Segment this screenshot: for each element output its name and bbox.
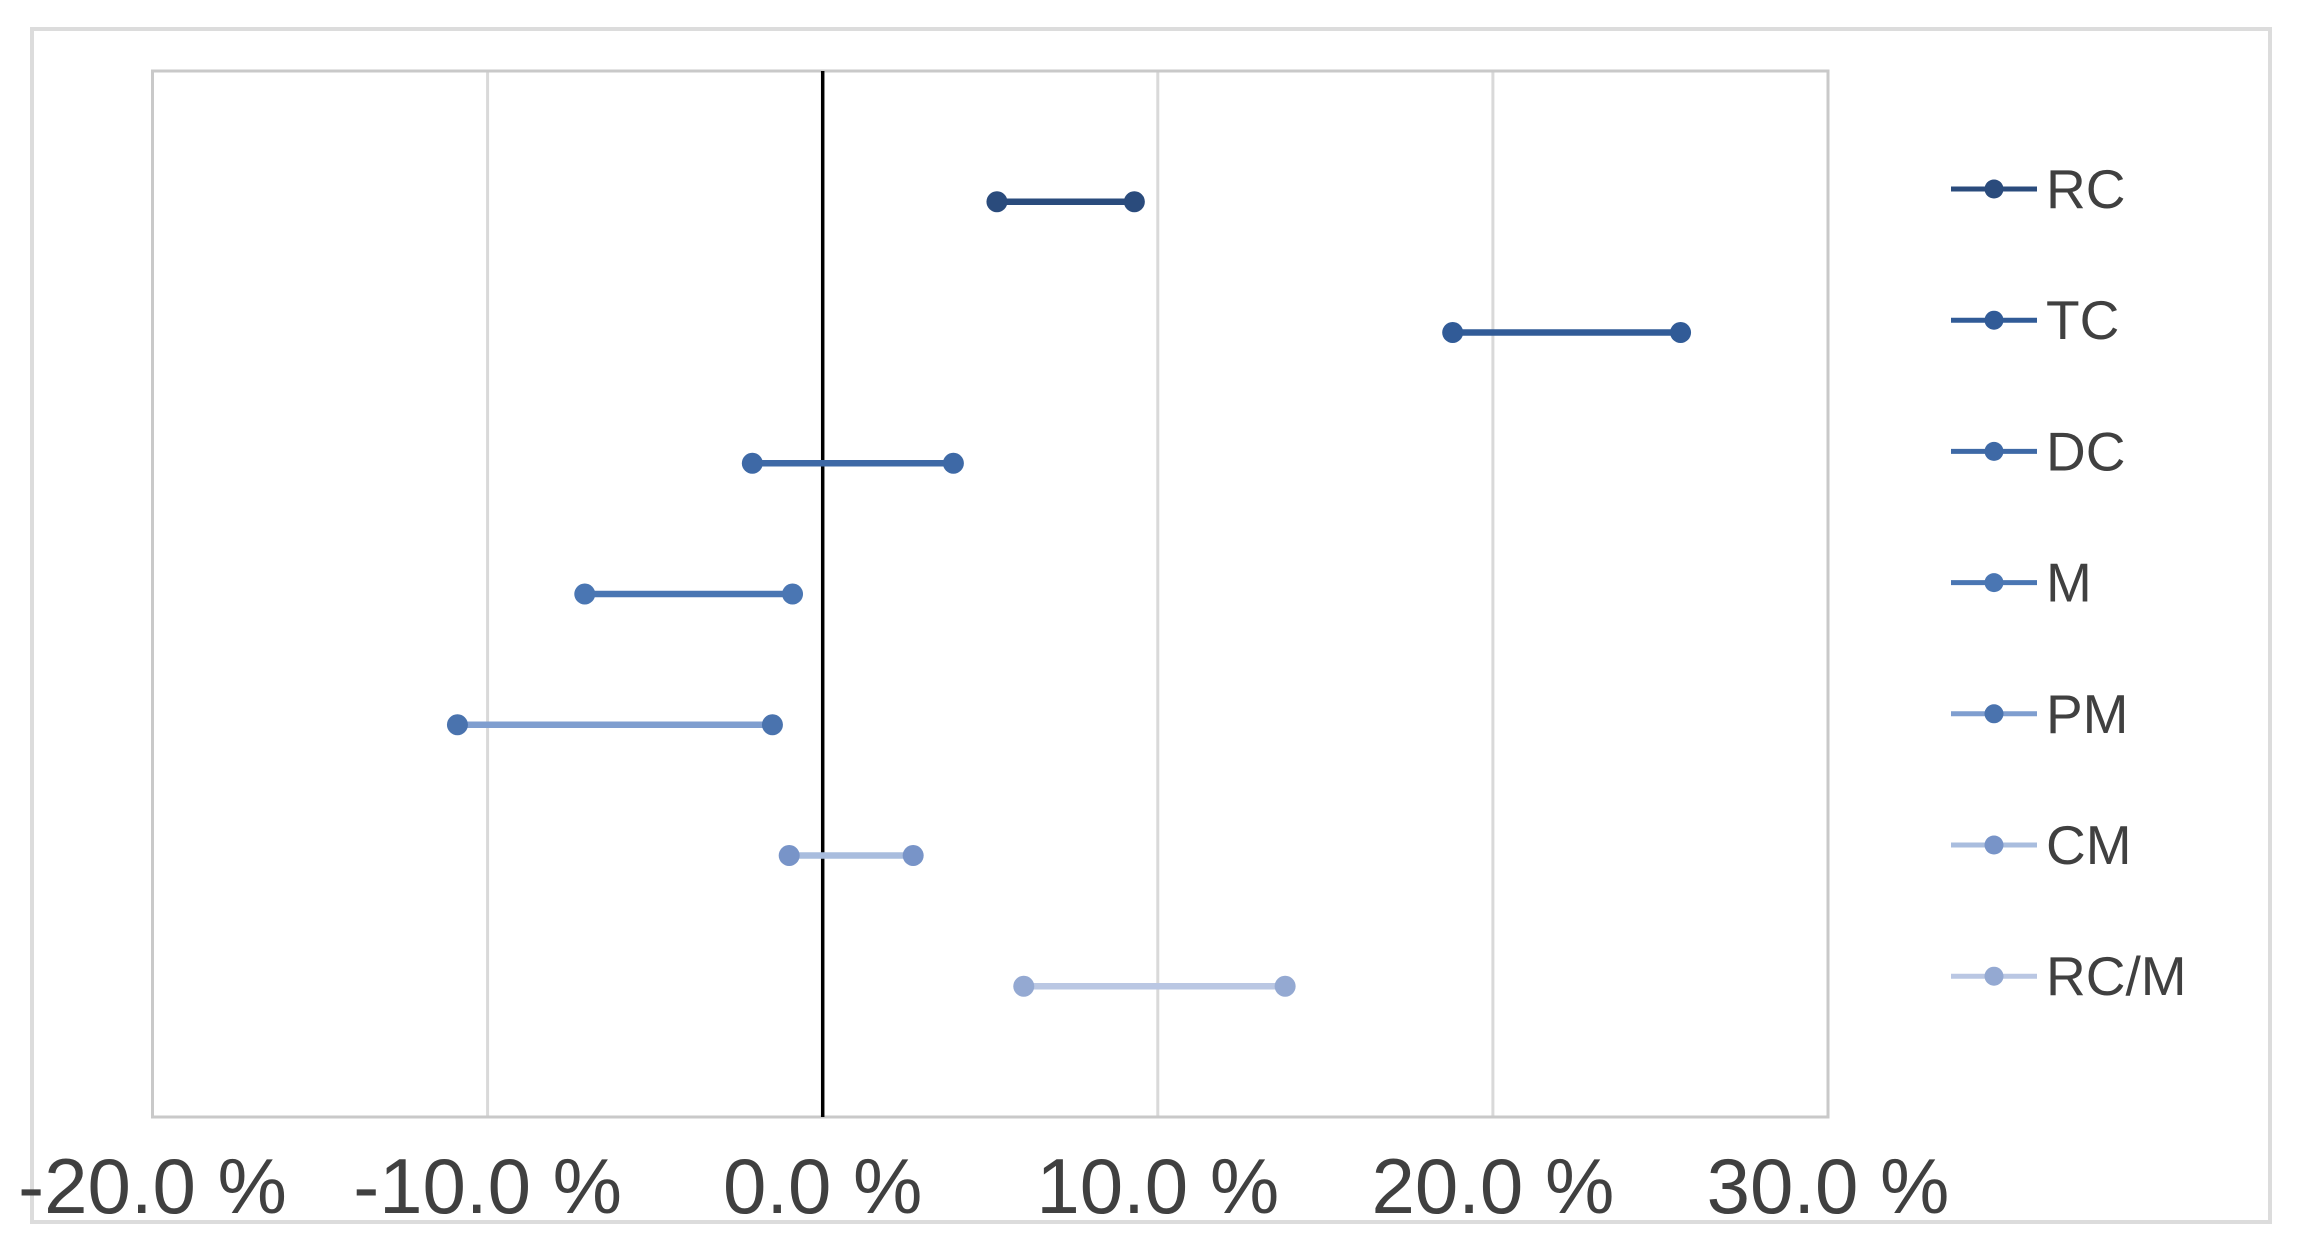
series-marker-PM xyxy=(761,714,783,736)
legend: RC TC DC M PM CM RC/M xyxy=(1951,158,2187,1007)
x-tick-label: 20.0 % xyxy=(1371,1142,1614,1230)
legend-label: M xyxy=(2046,552,2092,614)
data-series xyxy=(446,191,1692,997)
legend-marker-dot xyxy=(1984,179,2004,199)
x-tick-label: 30.0 % xyxy=(1707,1142,1950,1230)
legend-label: DC xyxy=(2046,420,2125,482)
legend-marker-dot xyxy=(1984,441,2004,461)
legend-label: PM xyxy=(2046,683,2129,745)
series-marker-TC xyxy=(1670,322,1692,343)
legend-marker-dot xyxy=(1984,704,2004,724)
x-tick-label: 0.0 % xyxy=(723,1142,922,1230)
legend-label: CM xyxy=(2046,814,2132,876)
series-marker-CM xyxy=(902,845,924,866)
chart-outer-border xyxy=(30,27,2272,1224)
x-tick-label: -10.0 % xyxy=(353,1142,622,1230)
series-marker-M xyxy=(574,583,596,605)
series-marker-RC/M xyxy=(1274,975,1296,997)
series-marker-TC xyxy=(1442,322,1464,343)
x-axis-labels: -20.0 % -10.0 % 0.0 % 10.0 % 20.0 % 30.0 % xyxy=(18,1142,1949,1230)
legend-marker-dot xyxy=(1984,835,2004,855)
legend-marker-dot xyxy=(1984,966,2004,986)
legend-label: RC xyxy=(2046,158,2125,220)
series-marker-RC xyxy=(1123,191,1145,213)
plot-border xyxy=(151,69,1830,1119)
series-marker-M xyxy=(782,583,804,605)
x-tick-label: -20.0 % xyxy=(18,1142,287,1230)
plot-border-rect xyxy=(151,69,1830,1119)
legend-label: TC xyxy=(2046,289,2119,351)
legend-marker-dot xyxy=(1984,573,2004,593)
series-marker-DC xyxy=(741,452,763,474)
series-marker-DC xyxy=(942,452,964,474)
series-marker-RC xyxy=(986,191,1008,213)
series-marker-RC/M xyxy=(1013,975,1035,997)
series-marker-PM xyxy=(446,714,468,736)
x-tick-label: 10.0 % xyxy=(1036,1142,1279,1230)
series-marker-CM xyxy=(778,845,800,866)
gridlines xyxy=(151,71,1830,1117)
legend-marker-dot xyxy=(1984,310,2004,330)
legend-label: RC/M xyxy=(2046,945,2187,1007)
